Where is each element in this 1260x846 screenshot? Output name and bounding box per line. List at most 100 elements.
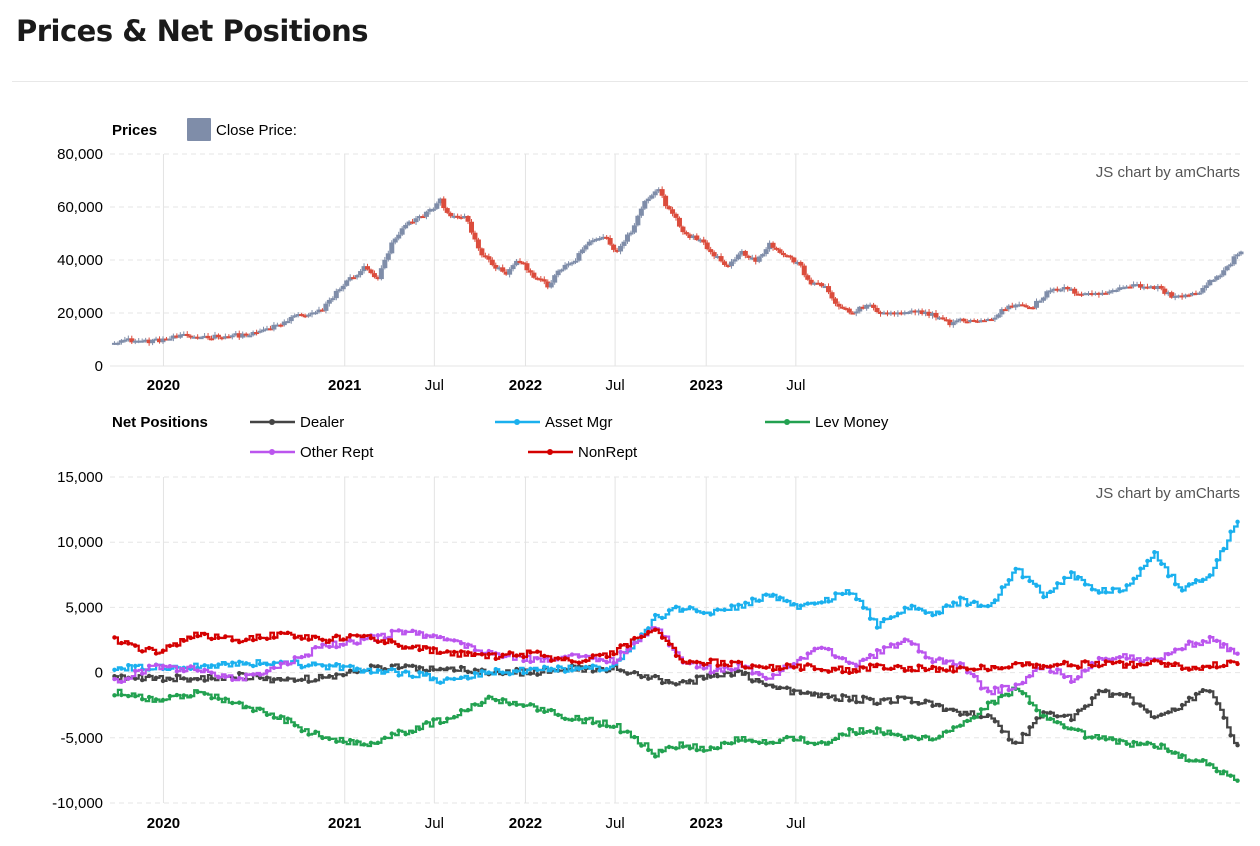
price-candle[interactable] [215,333,221,340]
price-candle[interactable] [1009,302,1015,309]
price-candle[interactable] [1151,285,1157,290]
price-candle[interactable] [274,322,280,327]
price-candle[interactable] [1158,284,1164,291]
price-candle[interactable] [413,215,419,225]
price-candle[interactable] [642,199,648,210]
price-candle[interactable] [645,196,651,204]
price-candle[interactable] [670,206,676,217]
price-candle[interactable] [1037,299,1043,303]
price-candle[interactable] [292,313,298,318]
price-candle[interactable] [434,201,440,210]
price-candle[interactable] [1020,302,1026,307]
price-candle[interactable] [1200,285,1206,295]
price-candle[interactable] [829,290,835,301]
price-candle[interactable] [313,310,319,315]
price-candle[interactable] [819,282,825,288]
price-candle[interactable] [787,254,793,260]
price-candle[interactable] [524,261,530,274]
price-candle[interactable] [184,331,190,338]
price-candle[interactable] [319,308,325,312]
price-candle[interactable] [323,301,329,314]
price-candle[interactable] [125,335,131,342]
price-candle[interactable] [739,249,745,257]
price-candle[interactable] [600,234,606,241]
price-candle[interactable] [742,249,748,259]
price-candle[interactable] [430,207,436,212]
price-candle[interactable] [1054,286,1060,293]
price-candle[interactable] [1013,303,1019,311]
price-candle[interactable] [749,254,755,260]
price-candle[interactable] [988,317,994,322]
price-candle[interactable] [534,276,540,281]
price-candle[interactable] [378,265,384,281]
price-candle[interactable] [999,307,1005,318]
price-candle[interactable] [1138,281,1144,291]
price-candle[interactable] [493,262,499,272]
price-candle[interactable] [111,341,117,346]
price-candle[interactable] [1072,286,1078,297]
price-candle[interactable] [143,337,149,343]
price-candle[interactable] [423,210,429,220]
price-candle[interactable] [396,231,402,241]
price-candle[interactable] [888,310,894,316]
close-price-legend-label[interactable]: Close Price: [216,122,297,139]
price-candle[interactable] [1096,291,1102,298]
price-candle[interactable] [468,219,474,235]
price-candle[interactable] [1148,284,1154,289]
price-candle[interactable] [545,279,551,290]
price-candle[interactable] [850,310,856,315]
price-candle[interactable] [680,225,686,235]
price-candle[interactable] [1030,306,1036,310]
price-candle[interactable] [566,261,572,268]
price-candle[interactable] [1086,291,1092,296]
price-candle[interactable] [760,253,766,258]
price-candle[interactable] [1023,303,1029,308]
price-candle[interactable] [857,305,863,314]
price-candle[interactable] [181,331,187,336]
price-candle[interactable] [243,332,249,338]
price-candle[interactable] [971,318,977,323]
series-dealer[interactable] [112,663,1240,748]
price-candle[interactable] [583,243,589,252]
price-candle[interactable] [157,336,163,344]
price-candle[interactable] [562,262,568,271]
price-candle[interactable] [340,283,346,292]
price-candle[interactable] [139,338,145,343]
price-candle[interactable] [250,330,256,337]
price-candle[interactable] [1099,290,1105,296]
series-lev-money[interactable] [112,686,1240,783]
price-candle[interactable] [427,207,433,215]
price-candle[interactable] [618,243,624,255]
price-candle[interactable] [347,274,353,282]
price-candle[interactable] [1165,290,1171,297]
price-chart-credit[interactable]: JS chart by amCharts [1096,164,1240,181]
price-candle[interactable] [1103,291,1109,295]
price-candle[interactable] [302,313,308,319]
price-candle[interactable] [1047,287,1053,294]
price-candle[interactable] [912,309,918,316]
price-candle[interactable] [163,336,169,341]
price-candle[interactable] [919,308,925,316]
price-candle[interactable] [898,310,904,316]
price-candle[interactable] [895,310,901,317]
price-candle[interactable] [462,213,468,219]
price-candle[interactable] [507,267,513,278]
price-candle[interactable] [146,337,152,346]
price-candle[interactable] [226,334,232,339]
price-candle[interactable] [333,288,339,301]
price-candle[interactable] [982,318,988,323]
price-candle[interactable] [538,276,544,283]
price-candle[interactable] [649,193,655,200]
price-candle[interactable] [864,303,870,311]
price-candle[interactable] [774,246,780,251]
price-candle[interactable] [365,263,371,271]
price-candle[interactable] [628,230,634,237]
price-candle[interactable] [909,308,915,315]
price-candle[interactable] [832,297,838,307]
price-candle[interactable] [264,325,270,331]
price-candle[interactable] [472,230,478,242]
price-candle[interactable] [784,254,790,258]
price-candle[interactable] [1179,292,1185,300]
price-candle[interactable] [205,333,211,341]
price-candle[interactable] [652,189,658,198]
